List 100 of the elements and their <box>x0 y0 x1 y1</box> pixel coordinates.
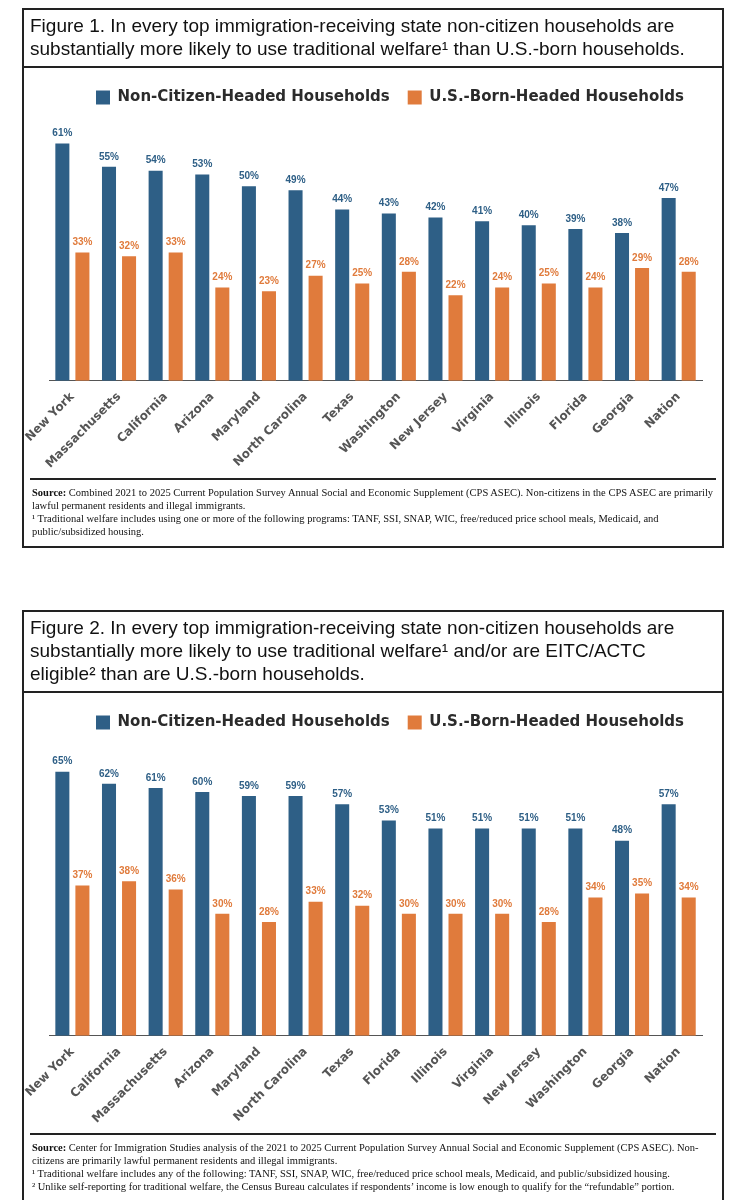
bar <box>521 828 536 1036</box>
bar <box>475 221 490 381</box>
data-label: 44% <box>332 193 353 205</box>
bar <box>588 897 603 1036</box>
bar <box>568 229 583 381</box>
data-label: 33% <box>305 885 326 897</box>
bar <box>148 787 163 1036</box>
data-label: 47% <box>658 181 679 193</box>
bar <box>101 166 117 381</box>
bar <box>401 913 416 1036</box>
data-label: 27% <box>305 259 326 271</box>
data-label: 53% <box>378 804 399 816</box>
bar <box>495 913 510 1036</box>
data-label: 65% <box>52 755 73 767</box>
bar <box>195 174 210 381</box>
source-note: Source: Center for Immigration Studies analysis of the 2021 to 2025 Current Population Survey Annual Social and Economic Supplement (CPS ASEC). Non-citizens are primarily lawful permanent residents and illegal immigrants. <box>32 1141 700 1167</box>
data-label: 62% <box>98 767 120 779</box>
data-label: 32% <box>119 240 140 252</box>
bar <box>661 804 676 1036</box>
data-label: 59% <box>238 779 260 791</box>
bar <box>428 828 443 1036</box>
bar <box>428 217 443 381</box>
text: ¹ Traditional welfare includes using one or more of the following programs: TANF, SSI, SNAP, WIC, free/reduced price school meals, Medicaid, and public/subsidized housing. <box>32 512 660 538</box>
data-label: 37% <box>72 869 93 881</box>
source-note: Source: Combined 2021 to 2025 Current Population Survey Annual Social and Economic Supplement (CPS ASEC). Non-citizens in the CPS ASEC are primarily lawful permanent residents and illegal immigrants. <box>32 486 714 512</box>
data-label: 60% <box>192 775 213 787</box>
legend-label: U.S.-Born-Headed Households <box>429 87 685 106</box>
data-label: 28% <box>538 905 559 917</box>
chart-title: Figure 2. In every top immigration-receiving state non-citizen households are substantially more likely to use traditional welfare¹ and/or are EITC/ACTC eligible² than are U.S.-born households. <box>24 612 722 693</box>
data-label: 39% <box>565 212 586 224</box>
bar <box>355 905 370 1036</box>
bar <box>215 287 230 381</box>
bar <box>335 209 350 381</box>
data-label: 61% <box>145 771 166 783</box>
bar <box>261 291 276 381</box>
data-label: 53% <box>192 158 213 170</box>
data-label: 48% <box>612 824 633 836</box>
bar <box>122 881 137 1036</box>
bar <box>101 783 117 1036</box>
data-label: 22% <box>445 278 466 290</box>
data-label: 25% <box>352 267 373 279</box>
bar <box>448 913 463 1036</box>
bar <box>495 287 510 381</box>
data-label: 30% <box>445 897 466 909</box>
bar <box>215 913 230 1036</box>
data-label: 51% <box>425 812 446 824</box>
bar <box>615 840 630 1036</box>
chart-title: Figure 1. In every top immigration-receiving state non-citizen households are substantially more likely to use traditional welfare¹ than U.S.-born households. <box>24 10 722 68</box>
data-label: 24% <box>585 271 606 283</box>
bar <box>288 190 303 381</box>
data-label: 33% <box>165 236 186 248</box>
bar <box>541 921 556 1036</box>
text: ¹ Traditional welfare includes any of the following: TANF, SSI, SNAP, WIC, free/reduced price school meals, Medicaid, and public/subsidized housing. <box>32 1167 671 1180</box>
bar <box>195 792 210 1036</box>
bar <box>401 271 416 381</box>
data-label: 43% <box>378 197 399 209</box>
bar <box>381 213 396 381</box>
data-label: 38% <box>612 216 633 228</box>
data-label: 28% <box>398 255 419 267</box>
bar <box>635 893 650 1036</box>
bar <box>55 771 70 1036</box>
bar <box>521 225 536 381</box>
bar <box>381 820 396 1036</box>
text: ² Unlike self-reporting for traditional welfare, the Census Bureau calculates if respondents’ income is low enough to qualify for the “refundable” portion. <box>32 1180 676 1193</box>
data-label: 57% <box>658 787 679 799</box>
data-label: 29% <box>632 251 653 263</box>
bar <box>475 828 490 1036</box>
data-label: 59% <box>285 779 306 791</box>
legend-label: U.S.-Born-Headed Households <box>429 712 685 731</box>
bar <box>241 186 256 381</box>
data-label: 57% <box>332 787 353 799</box>
data-label: 41% <box>472 205 493 217</box>
data-label: 23% <box>258 275 280 287</box>
bar <box>681 897 696 1036</box>
bar <box>168 252 183 381</box>
data-label: 25% <box>538 267 559 279</box>
bar <box>308 275 323 381</box>
data-label: 55% <box>98 150 120 162</box>
data-label: 35% <box>632 877 653 889</box>
data-label: 33% <box>72 236 93 248</box>
bar <box>75 885 90 1036</box>
bar <box>615 232 630 381</box>
data-label: 38% <box>119 865 140 877</box>
data-label: 49% <box>285 173 306 185</box>
bar <box>241 796 256 1036</box>
bar <box>168 889 183 1036</box>
data-label: 30% <box>212 897 233 909</box>
data-label: 28% <box>678 255 699 267</box>
legend-label: Non-Citizen-Headed Households <box>117 87 390 106</box>
bar <box>55 143 70 381</box>
bar <box>288 796 303 1036</box>
bar <box>355 283 370 381</box>
bar <box>148 170 163 381</box>
bar <box>122 256 137 381</box>
bar <box>661 197 676 381</box>
data-label: 51% <box>518 812 539 824</box>
data-label: 34% <box>585 881 606 893</box>
data-label: 61% <box>52 127 73 139</box>
bar <box>335 804 350 1036</box>
data-label: 54% <box>145 154 166 166</box>
